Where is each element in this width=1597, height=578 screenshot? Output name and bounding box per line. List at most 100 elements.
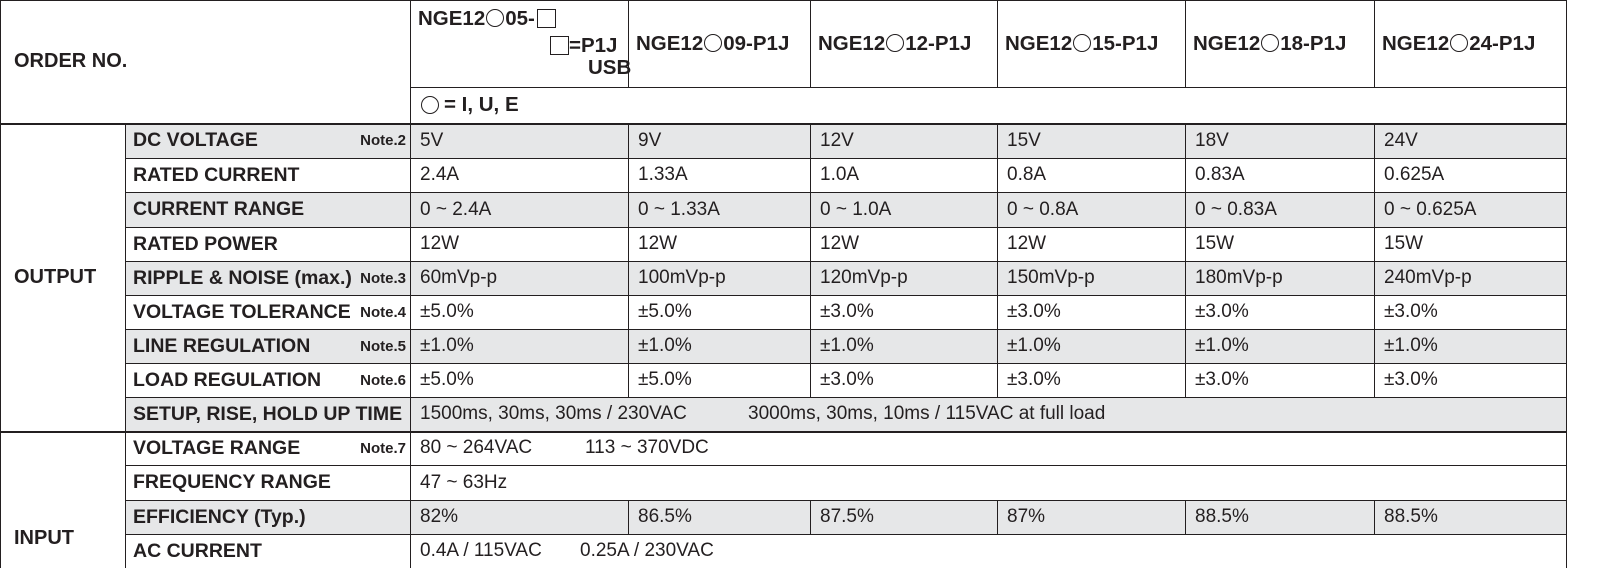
grid-line <box>125 500 1566 501</box>
grid-line <box>810 158 811 192</box>
row-shade <box>125 500 1566 534</box>
grid-line <box>410 87 1566 88</box>
grid-line <box>1566 0 1567 568</box>
note-ref: Note.2 <box>360 132 406 149</box>
grid-line <box>410 0 411 568</box>
grid-line <box>997 0 998 87</box>
grid-line <box>810 192 811 227</box>
value-cell: ±3.0% <box>820 301 874 322</box>
grid-line <box>810 363 811 397</box>
grid-line <box>1185 363 1186 397</box>
grid-line <box>628 295 629 329</box>
value-cell: 113 ~ 370VDC <box>585 437 709 458</box>
model-number: NGE12 18-P1J <box>1193 32 1346 56</box>
value-cell: 12W <box>638 233 678 254</box>
model-header: NGE12 24-P1J <box>1374 0 1566 87</box>
row-label-text: RATED POWER <box>133 232 278 255</box>
grid-line <box>997 500 998 534</box>
value-cell: ±3.0% <box>1384 369 1438 390</box>
value-cell: 15V <box>1007 129 1041 151</box>
row-label-text: RATED CURRENT <box>133 163 300 186</box>
row-shade <box>125 261 1566 295</box>
grid-line <box>1185 123 1186 158</box>
model-suffix: 24-P1J <box>1469 31 1536 55</box>
value-cell: 0 ~ 1.0A <box>820 198 892 220</box>
row-label-load-regulation: LOAD REGULATION Note.6 <box>125 363 410 397</box>
grid-line <box>1185 500 1186 534</box>
grid-line <box>997 295 998 329</box>
row-label-ripple-noise: RIPPLE & NOISE (max.) Note.3 <box>125 261 410 295</box>
grid-line <box>810 295 811 329</box>
grid-line <box>997 227 998 261</box>
model-header: NGE12 09-P1J <box>628 0 810 87</box>
model-suffix: 15-P1J <box>1092 31 1159 55</box>
circle-symbol-icon <box>1450 33 1469 52</box>
row-label-efficiency: EFFICIENCY (Typ.) <box>125 500 410 534</box>
row-shade <box>125 397 1566 431</box>
value-cell: ±1.0% <box>1195 335 1249 356</box>
row-shade <box>125 329 1566 363</box>
model-number: NGE12 15-P1J <box>1005 32 1158 56</box>
grid-line <box>810 329 811 363</box>
row-label-current-range: CURRENT RANGE <box>125 192 410 227</box>
model-number: NGE12 09-P1J <box>636 32 789 56</box>
value-cell: 0.83A <box>1195 164 1245 185</box>
value-cell: ±3.0% <box>1007 369 1061 390</box>
value-cell: 82% <box>420 506 459 527</box>
value-cell: 0 ~ 0.8A <box>1007 198 1079 220</box>
row-label-text: FREQUENCY RANGE <box>133 471 331 493</box>
group-input: INPUT <box>14 527 74 549</box>
value-cell: 5V <box>420 129 444 151</box>
row-label-frequency-range: FREQUENCY RANGE <box>125 465 410 500</box>
grid-line <box>628 500 629 534</box>
square-symbol-icon <box>536 9 556 28</box>
row-label-line-regulation: LINE REGULATION Note.5 <box>125 329 410 363</box>
circle-symbol-icon <box>1261 33 1280 52</box>
model-prefix: NGE12 <box>1382 31 1450 55</box>
grid-line <box>125 465 1566 466</box>
group-output: OUTPUT <box>14 265 97 288</box>
circle-symbol-icon <box>1073 33 1092 52</box>
model-header-05: NGE12 05- <box>418 8 556 30</box>
row-label-voltage-tolerance: VOLTAGE TOLERANCE Note.4 <box>125 295 410 329</box>
grid-line <box>628 123 629 158</box>
grid-line <box>1185 261 1186 295</box>
value-cell: 87.5% <box>820 506 874 527</box>
value-cell: 12W <box>820 233 860 254</box>
circle-legend: = I, U, E <box>410 87 1566 123</box>
grid-line <box>628 192 629 227</box>
grid-line <box>125 192 1566 193</box>
grid-line <box>810 123 811 158</box>
grid-line <box>997 192 998 227</box>
value-cell: 1.33A <box>638 164 688 185</box>
grid-line <box>1185 227 1186 261</box>
value-cell: 100mVp-p <box>638 267 726 288</box>
value-cell: 0.8A <box>1007 164 1047 185</box>
p1j-label: =P1J <box>569 34 618 57</box>
value-cell: ±3.0% <box>1007 301 1061 322</box>
row-label-dc-voltage: DC VOLTAGE Note.2 <box>125 123 410 158</box>
grid-line <box>628 363 629 397</box>
grid-line <box>997 363 998 397</box>
value-cell: ±1.0% <box>820 335 874 356</box>
row-label-ac-current: AC CURRENT <box>125 534 410 568</box>
value-cell: 2.4A <box>420 164 460 185</box>
value-cell: ±1.0% <box>1384 335 1438 356</box>
model-header: NGE12 18-P1J <box>1185 0 1374 87</box>
value-cell: ±5.0% <box>420 301 474 322</box>
value-cell: 88.5% <box>1195 506 1249 527</box>
model-number: NGE12 24-P1J <box>1382 32 1535 56</box>
grid-line <box>1374 363 1375 397</box>
grid-line <box>1374 500 1375 534</box>
grid-line <box>125 295 1566 296</box>
row-label-rated-current: RATED CURRENT <box>125 158 410 192</box>
model-prefix: NGE12 <box>1193 31 1261 55</box>
row-label-text: VOLTAGE RANGE <box>133 436 301 459</box>
value-cell: 60mVp-p <box>420 267 498 288</box>
grid-line <box>0 0 1566 1</box>
note-ref: Note.5 <box>360 337 406 355</box>
grid-line <box>628 227 629 261</box>
row-label-text: EFFICIENCY (Typ.) <box>133 505 306 528</box>
grid-line <box>628 158 629 192</box>
model-number: NGE12 12-P1J <box>818 32 971 56</box>
